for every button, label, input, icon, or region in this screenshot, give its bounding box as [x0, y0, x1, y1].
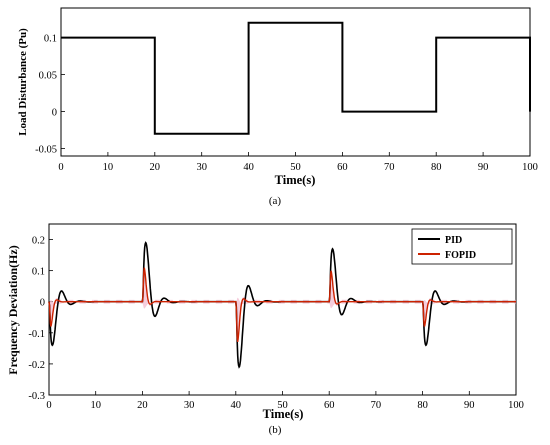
chart-b-series-fopid	[48, 267, 516, 343]
chart-b-subtitle: (b)	[269, 424, 282, 436]
chart-a-xtick-label: 90	[478, 162, 489, 173]
chart-b-xtick-label: 90	[464, 400, 475, 411]
chart-a-xlabel: Time(s)	[275, 173, 316, 187]
chart-a-ylabel: Load Disturbance (Pu)	[17, 28, 29, 136]
legend-label-fopid: FOPID	[445, 250, 476, 261]
chart-b-xtick-label: 10	[90, 400, 101, 411]
chart-b-ticks: 0 10 20 30 40 50 60 70 80 90 100 -0.3 -0.2 -0.1 0 0.1 0.…	[28, 236, 524, 411]
chart-b-ytick-label: -0.3	[28, 391, 45, 402]
chart-a-xtick-label: 0	[58, 162, 63, 173]
chart-a-series-line	[61, 21, 531, 135]
chart-b-xtick-label: 50	[277, 400, 288, 411]
chart-a-xtick-label: 60	[337, 162, 348, 173]
chart-b-xtick-label: 100	[508, 400, 524, 411]
chart-b-fopid-band	[49, 265, 516, 344]
legend-label-pid: PID	[445, 235, 462, 246]
chart-b-ylabel: Frequency Deviation(Hz)	[6, 245, 20, 374]
chart-a-xtick-label: 30	[196, 162, 207, 173]
chart-b-xtick-label: 40	[231, 400, 242, 411]
chart-a-subtitle: (a)	[269, 195, 282, 207]
chart-b-ytick-label: 0	[40, 298, 45, 309]
chart-a-ytick-label: 0.05	[39, 71, 57, 82]
chart-a-xtick-label: 50	[290, 162, 301, 173]
chart-a-xtick-label: 80	[431, 162, 442, 173]
chart-a-plot-frame	[60, 7, 531, 157]
legend-box	[411, 228, 513, 265]
chart-a-xtick-label: 100	[522, 162, 538, 173]
chart-b-xlabel: Time(s)	[263, 407, 304, 421]
chart-b-ytick-label: 0.2	[32, 236, 45, 247]
chart-a-xtick-label: 40	[243, 162, 254, 173]
chart-b-ytick-label: -0.1	[28, 329, 45, 340]
chart-a-xtick-label: 10	[103, 162, 114, 173]
chart-b-ytick-label: -0.2	[28, 360, 45, 371]
chart-b-xtick-label: 0	[46, 400, 51, 411]
chart-a-ytick-label: 0.1	[44, 34, 57, 45]
chart-b-xtick-label: 70	[371, 400, 382, 411]
chart-a-ytick-label: -0.05	[35, 145, 57, 156]
chart-b-xtick-label: 20	[137, 400, 148, 411]
chart-b-xtick-label: 30	[184, 400, 195, 411]
chart-a-xtick-label: 20	[150, 162, 161, 173]
chart-a-ytick-label: 0	[52, 108, 57, 119]
chart-b-legend: PID FOPID	[411, 228, 513, 265]
chart-b-xtick-label: 60	[324, 400, 335, 411]
chart-a-xtick-label: 70	[384, 162, 395, 173]
chart-b-xtick-label: 80	[417, 400, 428, 411]
chart-b-ytick-label: 0.1	[32, 267, 45, 278]
chart-b: 0 10 20 30 40 50 60 70 80 90 100 -0.3 -0.2 -0.1 0 0.1 0.…	[6, 223, 524, 436]
